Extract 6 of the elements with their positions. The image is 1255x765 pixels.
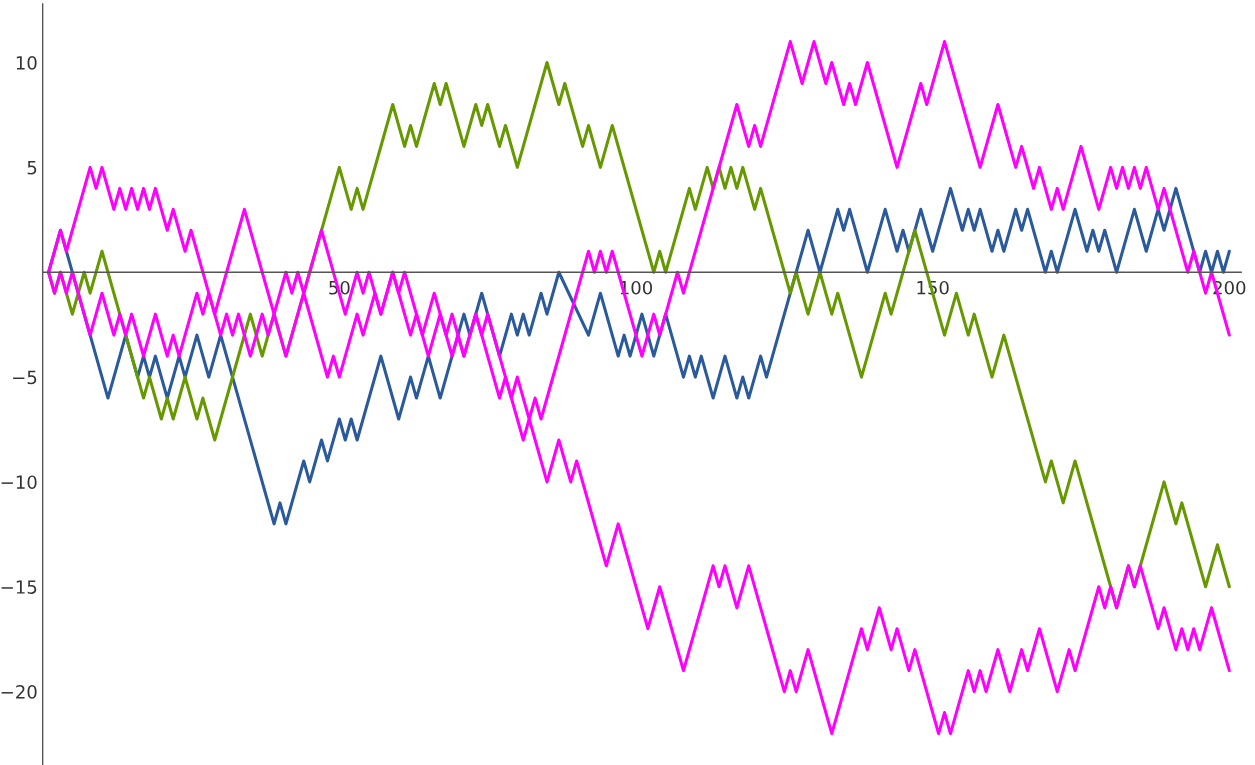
y-tick-label: −20 [1, 685, 37, 699]
y-tick-label: −5 [13, 370, 37, 385]
y-tick-label: −15 [1, 580, 37, 594]
y-tick-label: −10 [1, 475, 37, 490]
y-tick-label: 10 [16, 56, 37, 70]
y-tick-label: 5 [27, 161, 37, 175]
